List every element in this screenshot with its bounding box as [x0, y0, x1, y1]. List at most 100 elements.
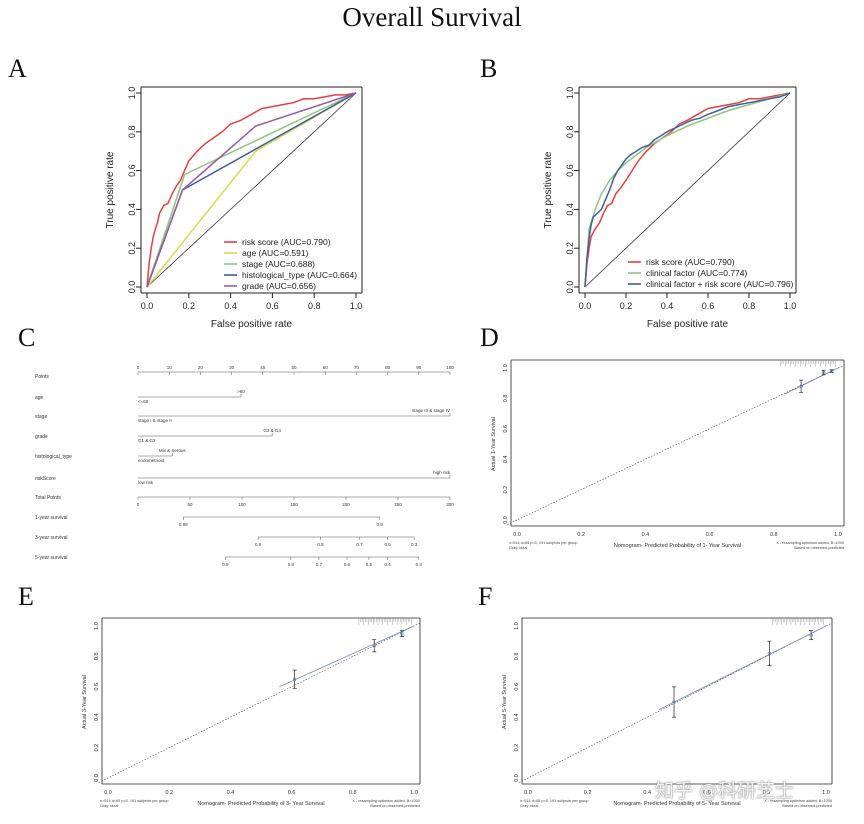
panel-d-ytick-label: 1.0 [503, 364, 509, 372]
panel-d-ytick-label: 0.8 [503, 395, 509, 403]
panel-e-xtick-label: 0.6 [288, 790, 296, 796]
panel-b-xtick-label: 1.0 [784, 301, 797, 311]
panel-d-xtick-label: 0.2 [577, 532, 585, 538]
panel-b-legend-label-2: clinical factor + risk score (AUC=0.796) [646, 279, 794, 289]
panel-e-ytick-label: 0.4 [94, 713, 100, 721]
panel-a-xlabel: False positive rate [211, 319, 293, 330]
nomogram-row-label: 1-year survival [35, 515, 68, 521]
panel-a-ytick-label: 0.4 [127, 203, 137, 216]
points-tick-label: 70 [354, 365, 360, 370]
panel-d-calibration-line [784, 367, 839, 395]
panel-e-xtick-label: 0.4 [227, 790, 235, 796]
nomogram-row-label: 3-year survival [35, 535, 68, 541]
survival-tick-label: 0.6 [344, 562, 351, 567]
panel-a-xtick-label: 0.2 [183, 301, 196, 311]
total-points-tick-label: 300 [446, 502, 454, 507]
panel-f-ylabel: Actual 5-Year Survival [502, 675, 508, 729]
panel-b-legend-label-1: clinical factor (AUC=0.774) [646, 268, 748, 278]
points-tick-label: 0 [137, 365, 140, 370]
panel-e-ytick-label: 1.0 [94, 622, 100, 630]
panel-f-ytick-label: 1.0 [514, 622, 520, 630]
panel-e-xtick-label: 1.0 [410, 790, 418, 796]
nomogram-row-label: grade [35, 434, 48, 440]
panel-d-xlabel: Nomogram- Predicted Probability of 1- Ye… [614, 543, 741, 549]
panel-label-c: C [18, 323, 36, 352]
panel-b-ytick-label: 0.0 [565, 281, 575, 294]
panel-a-legend-label-0: risk score (AUC=0.790) [242, 237, 331, 247]
survival-tick-label: 0.99 [179, 522, 188, 527]
panel-f-footnote-right: X - resampling optimism added, B=1000 [764, 799, 832, 803]
panel-a-legend-label-3: histological_type (AUC=0.664) [242, 270, 357, 280]
panel-b-series-line-2 [584, 92, 791, 288]
panel-d-xtick-label: 0.0 [513, 532, 521, 538]
panel-b-diagonal [584, 92, 791, 288]
panel-e-xtick-label: 0.2 [165, 790, 173, 796]
panel-d-ytick-label: 0.2 [503, 486, 509, 494]
panel-d-ytick-label: 0.0 [503, 516, 509, 524]
total-points-tick-label: 150 [290, 502, 298, 507]
survival-tick-label: 0.5 [366, 562, 373, 567]
panel-b-series-line-1 [584, 92, 791, 288]
panel-b-series-line-0 [584, 92, 791, 288]
panel-f-ytick-label: 0.4 [514, 713, 520, 721]
panel-a-ytick-label: 0.0 [127, 281, 137, 294]
panel-label-f: F [478, 582, 493, 611]
panel-e-ytick-label: 0.8 [94, 653, 100, 661]
panel-b-legend-label-0: risk score (AUC=0.790) [646, 257, 735, 267]
panel-e-calibration-line [279, 625, 415, 688]
nomogram-level-label: G3 & G4 [263, 428, 281, 433]
nomogram-row-label: histological_type [35, 454, 72, 460]
panel-b-ytick-label: 0.6 [565, 164, 575, 177]
panel-e-ytick-label: 0.2 [94, 744, 100, 752]
panel-b-ylabel: True positive rate [543, 151, 554, 228]
panel-f-xlabel: Nomogram- Predicted Probability of 5- Ye… [613, 801, 740, 807]
watermark: 知乎 @科研芝士 [655, 780, 795, 802]
panel-a-legend-label-2: stage (AUC=0.688) [242, 259, 315, 269]
panel-d-point [799, 384, 803, 388]
panel-f-point [672, 700, 676, 704]
panel-a-xtick-label: 0.4 [224, 301, 237, 311]
panel-a-xtick-label: 1.0 [350, 301, 363, 311]
nomogram-level-label: stage III & stage IV [412, 408, 450, 413]
panel-b-xtick-label: 0.4 [661, 301, 674, 311]
points-tick-label: 90 [416, 365, 422, 370]
panel-d-xtick-label: 0.8 [770, 532, 778, 538]
nomogram-row-label: stage [35, 414, 47, 420]
panel-d-footnote-left: n=514 d=65 p=5, 191 subjects per group [509, 541, 578, 545]
panel-d-footnote-right: X - resampling optimism added, B=1000 [776, 541, 844, 545]
panel-f-ytick-label: 0.6 [514, 683, 520, 691]
panel-e-point [400, 631, 404, 636]
panel-e-footnote-left: Gray: ideal [100, 804, 119, 808]
panel-a-legend-label-1: age (AUC=0.591) [242, 248, 309, 258]
survival-tick-label: 0.4 [384, 562, 391, 567]
survival-tick-label: 0.7 [356, 542, 363, 547]
nomogram-level-label: Mix & Serous [159, 448, 187, 453]
panel-d-footnote-left: Gray: ideal [509, 546, 528, 550]
panel-b-ytick-label: 1.0 [565, 87, 575, 100]
panel-e-ideal-line [98, 622, 421, 783]
panel-a-diagonal [146, 92, 357, 288]
nomogram-row-label: age [35, 395, 44, 401]
nomogram-level-label: G1 & G2 [138, 438, 156, 443]
nomogram-row-label: riskScore [35, 476, 56, 482]
panel-d-point [829, 369, 834, 373]
panel-f-ytick-label: 0.0 [514, 774, 520, 782]
panel-f-footnote-left: Gray: ideal [520, 804, 539, 808]
panel-label-e: E [18, 582, 34, 611]
panel-b-xtick-label: 0.0 [579, 301, 592, 311]
panel-label-a: A [8, 54, 27, 83]
survival-tick-label: 0.8 [288, 562, 295, 567]
panel-a-ytick-label: 1.0 [127, 87, 137, 100]
survival-tick-label: 0.9 [222, 562, 229, 567]
panel-d-ylabel: Actual 1-Year Survival [491, 417, 497, 471]
panel-f-xtick-label: 0.4 [643, 790, 651, 796]
nomogram-level-label: >60 [237, 389, 245, 394]
panel-f-point [809, 633, 813, 637]
panel-f-xtick-label: 0.6 [703, 790, 711, 796]
points-tick-label: 20 [198, 365, 204, 370]
panel-d-ideal-line [507, 364, 845, 525]
survival-tick-label: 0.3 [416, 562, 423, 567]
panel-b-ytick-label: 0.8 [565, 126, 575, 139]
panel-d-footnote-right: Based on observed-predicted [794, 546, 844, 550]
panel-a-ylabel: True positive rate [105, 151, 116, 228]
